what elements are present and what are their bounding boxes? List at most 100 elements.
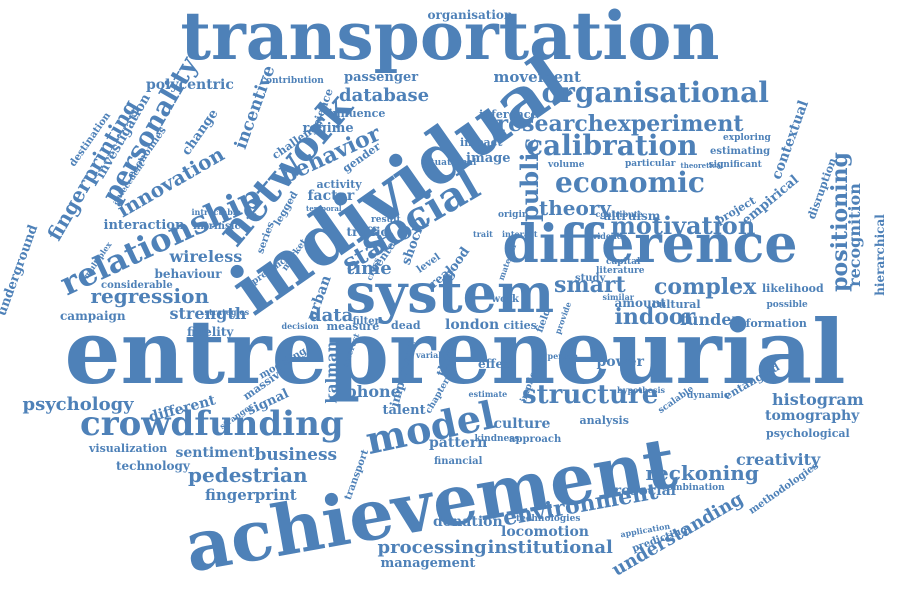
cloud-word: kindness bbox=[474, 433, 520, 444]
cloud-word: interact bbox=[502, 229, 538, 239]
cloud-word: difference bbox=[502, 214, 798, 275]
cloud-word: dynamic bbox=[687, 390, 730, 401]
cloud-word: polycentric bbox=[146, 77, 234, 93]
cloud-word: interaction bbox=[103, 217, 185, 233]
cloud-word: capital bbox=[606, 256, 641, 267]
cloud-word: tomography bbox=[765, 408, 860, 424]
cloud-word: management bbox=[380, 555, 476, 571]
cloud-word: similar bbox=[602, 292, 634, 302]
cloud-word: talent bbox=[382, 402, 426, 418]
cloud-word: campaign bbox=[60, 309, 126, 323]
cloud-word: inference bbox=[479, 107, 538, 121]
cloud-word: hypothesis bbox=[617, 385, 666, 395]
cloud-word: prosocial bbox=[604, 483, 676, 499]
cloud-word: strategies bbox=[204, 307, 250, 317]
cloud-word: situational bbox=[422, 157, 477, 168]
cloud-word: calibration bbox=[526, 129, 698, 162]
cloud-word: temporal bbox=[306, 203, 342, 213]
cloud-word: passenger bbox=[344, 69, 419, 85]
cloud-word: organisation bbox=[427, 8, 513, 22]
cloud-word: contextual bbox=[768, 98, 812, 182]
cloud-word: kalman bbox=[322, 340, 341, 404]
cloud-word: intractable bbox=[191, 207, 241, 217]
cloud-word: regression bbox=[90, 284, 210, 308]
cloud-word: pattern bbox=[429, 435, 488, 451]
cloud-word: movement bbox=[493, 67, 581, 86]
cloud-word: impact bbox=[460, 135, 503, 149]
cloud-word: processing bbox=[377, 537, 487, 558]
cloud-word: organisational bbox=[541, 76, 769, 109]
cloud-word: variable bbox=[416, 350, 452, 360]
cloud-word: psychology bbox=[22, 394, 134, 415]
cloud-word: motivation bbox=[610, 211, 756, 240]
cloud-word: pedestrian bbox=[188, 463, 308, 487]
cloud-word: complex bbox=[654, 274, 757, 300]
cloud-word: time bbox=[346, 258, 392, 279]
cloud-word: strength bbox=[169, 304, 247, 323]
cloud-word: estimate bbox=[468, 389, 508, 399]
cloud-word: altruism bbox=[603, 209, 661, 223]
cloud-word: combination bbox=[661, 482, 725, 493]
cloud-word: image bbox=[466, 150, 511, 166]
cloud-word: traffic bbox=[346, 225, 388, 239]
cloud-word: contribute bbox=[595, 209, 643, 219]
cloud-word: histogram bbox=[772, 390, 864, 409]
cloud-word: fidelity bbox=[187, 325, 234, 339]
cloud-word: particular bbox=[625, 158, 676, 169]
cloud-word: amount bbox=[614, 296, 666, 310]
cloud-word: analysis bbox=[579, 413, 629, 427]
cloud-word: reckoning bbox=[645, 461, 759, 485]
cloud-word: theory bbox=[539, 196, 612, 220]
cloud-word: decision bbox=[281, 321, 319, 331]
cloud-word: considerable bbox=[101, 280, 173, 291]
cloud-word: possible bbox=[766, 299, 808, 310]
cloud-word: trait bbox=[473, 229, 493, 239]
cloud-word: structure bbox=[522, 380, 659, 410]
cloud-word: indoor bbox=[614, 304, 696, 330]
cloud-word: origin bbox=[498, 209, 529, 220]
cloud-word: visualization bbox=[89, 441, 168, 455]
cloud-word: technology bbox=[116, 459, 190, 473]
cloud-word: volume bbox=[548, 159, 585, 170]
cloud-word: system bbox=[345, 261, 555, 325]
cloud-word: exploring bbox=[723, 132, 771, 143]
cloud-word: database bbox=[339, 85, 430, 106]
cloud-word: intrinsic bbox=[193, 221, 241, 232]
cloud-word: information bbox=[733, 316, 807, 330]
cloud-word: economic bbox=[555, 166, 705, 199]
cloud-word: institutional bbox=[487, 537, 613, 558]
cloud-word: study bbox=[575, 273, 606, 284]
cloud-word: regime bbox=[302, 120, 354, 136]
cloud-word: crowdfunding bbox=[80, 404, 344, 444]
cloud-word: theoretical bbox=[680, 160, 724, 170]
cloud-word: power bbox=[596, 354, 644, 370]
cloud-word: cultural bbox=[651, 297, 701, 311]
cloud-word: filter bbox=[352, 316, 380, 327]
cloud-word: result bbox=[371, 214, 401, 225]
cloud-word: significant bbox=[708, 159, 762, 170]
cloud-word: work bbox=[491, 294, 519, 305]
cloud-word: psychological bbox=[766, 426, 850, 440]
cloud-word: funder bbox=[680, 310, 740, 329]
cloud-word: dead bbox=[391, 318, 421, 332]
cloud-word: hierarchical bbox=[872, 214, 887, 296]
cloud-word: cities bbox=[503, 318, 537, 332]
cloud-word: factor bbox=[307, 188, 355, 204]
cloud-word: underground bbox=[0, 222, 42, 318]
cloud-word: creativity bbox=[736, 450, 821, 469]
cloud-word: smart bbox=[554, 272, 626, 298]
cloud-word: estimating bbox=[710, 146, 771, 157]
cloud-word: researchexperiment bbox=[496, 111, 744, 137]
cloud-word: likelihood bbox=[762, 281, 824, 295]
cloud-word: technologies bbox=[516, 513, 581, 524]
cloud-word: locomotion bbox=[501, 524, 589, 540]
cloud-word: approach bbox=[509, 434, 562, 445]
cloud-word: phone bbox=[345, 382, 401, 401]
cloud-word: influence bbox=[328, 106, 386, 120]
cloud-word: fingerprint bbox=[205, 485, 297, 504]
cloud-word: literature bbox=[596, 265, 645, 276]
cloud-word: donation bbox=[433, 514, 503, 530]
cloud-word: recognition bbox=[844, 183, 864, 287]
cloud-word: behaviour bbox=[154, 267, 222, 281]
